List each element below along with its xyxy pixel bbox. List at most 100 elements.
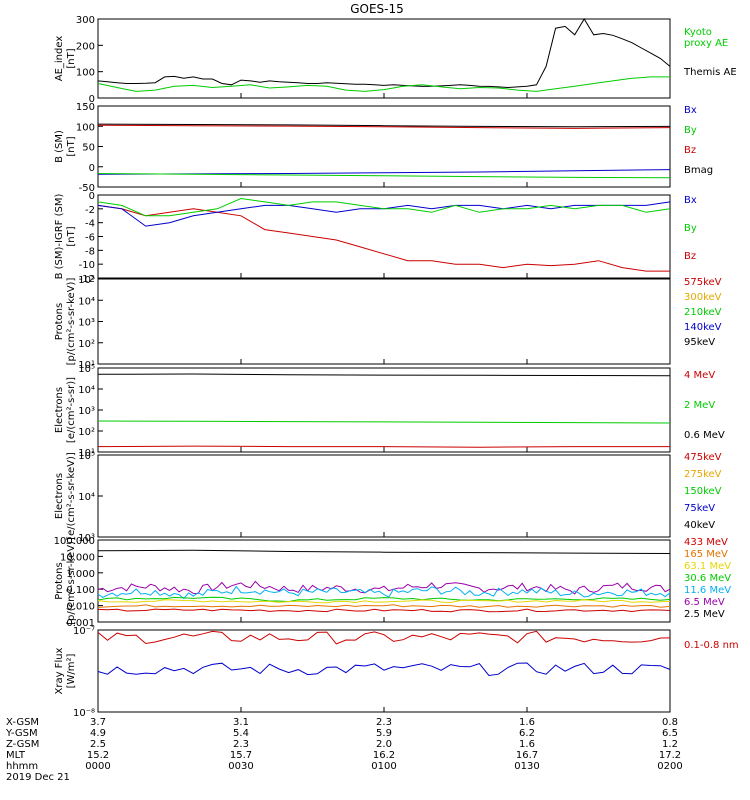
series-line [97, 549, 671, 554]
panel-8: 10⁻⁸ 10⁻⁷ Xray Flux[W/m²] 0.1-0.8 nm 0.05-0.… [54, 0, 745, 719]
legend-entry: 2.5 MeV [684, 609, 725, 620]
ephemeris-value: 0030 [228, 761, 253, 772]
series-line [97, 173, 671, 179]
panel-5: 10¹ 10² 10³ 10⁴ 10⁵ Electrons [e/(cm²-s-sr)] 4 … [54, 364, 725, 459]
ephemeris-value: 0200 [657, 761, 682, 772]
legend-entry: 6.5 MeV [684, 597, 725, 608]
y-tick-label: 10³ [78, 533, 95, 544]
series-line [97, 373, 671, 377]
series-line [97, 580, 671, 595]
panel-frame [97, 105, 671, 188]
y-axis-label: [nT] [66, 136, 77, 156]
figure-title: GOES-15 [350, 2, 404, 16]
legend-entry: Bz [684, 251, 696, 262]
y-axis-label: [W/m²] [66, 653, 77, 688]
ephemeris-label: MLT [6, 750, 26, 761]
panel-6: 10³ 10⁴ 10⁵ Electrons [e/(cm²-s-sr-keV)] 475k… [54, 451, 722, 544]
ephemeris-value: 15.7 [230, 750, 252, 761]
legend-entry: Bx [684, 105, 697, 116]
y-tick-label: 150 [76, 102, 95, 113]
ephemeris-value: 0.8 [662, 717, 678, 728]
ephemeris-value: 0100 [371, 761, 396, 772]
y-axis-label: Electrons [54, 473, 65, 519]
ephemeris-value: 3.7 [90, 717, 106, 728]
y-axis-label: [p/(cm²-s-sr-keV)] [66, 278, 77, 366]
ephemeris-value: 15.2 [87, 750, 109, 761]
y-tick-label: 10² [78, 427, 95, 438]
ephemeris-value: 16.2 [373, 750, 395, 761]
panel-7: 0.001 0.010 0.100 1.000 10.000 100.000 Protons… [54, 536, 732, 629]
y-axis-label: [nT] [66, 48, 77, 68]
legend-entry: 275keV [684, 469, 722, 480]
y-tick-label: 10⁻⁷ [73, 626, 95, 637]
legend-entry: 11.6 MeV [684, 585, 731, 596]
ephemeris-value: 4.9 [90, 728, 106, 739]
series-line [97, 604, 671, 608]
series-line [97, 197, 671, 217]
legend-entry: 165 MeV [684, 549, 728, 560]
panel-frame [97, 367, 671, 453]
y-tick-label: 100 [76, 122, 95, 133]
y-tick-label: 1.000 [66, 569, 95, 580]
ephemeris-value: 16.7 [516, 750, 538, 761]
y-axis-label: Protons [54, 562, 65, 599]
series-line [97, 420, 671, 424]
y-tick-label: 0 [89, 94, 95, 105]
legend-entry: 575keV [684, 277, 722, 288]
y-tick-label: 10⁻⁸ [73, 708, 95, 719]
y-tick-label: 10⁵ [78, 364, 95, 375]
series-line [97, 18, 671, 89]
y-tick-label: 50 [82, 143, 95, 154]
legend-entry: By [684, 125, 697, 136]
ephemeris-value: 0130 [514, 761, 539, 772]
ephemeris-value: 1.6 [519, 717, 535, 728]
ephemeris-value: 6.5 [662, 728, 678, 739]
y-tick-label: -10 [79, 260, 95, 271]
y-axis-label: Electrons [54, 387, 65, 433]
y-tick-label: 0.010 [66, 602, 95, 613]
ephemeris-label: X-GSM [6, 717, 39, 728]
series-line [97, 124, 671, 129]
y-tick-label: 100 [76, 68, 95, 79]
ephemeris-value: 0000 [85, 761, 110, 772]
legend-entry: 4 MeV [684, 370, 715, 381]
legend-entry: Themis AE [683, 67, 737, 78]
panel-frame [97, 454, 671, 538]
y-tick-label: -6 [85, 233, 95, 244]
y-tick-label: 10⁴ [78, 492, 95, 503]
legend-entry: 2 MeV [684, 400, 715, 411]
y-tick-label: 10¹ [78, 448, 95, 459]
ephemeris-value: 6.2 [519, 728, 535, 739]
y-tick-label: 10¹ [78, 360, 95, 371]
ephemeris-value: 17.2 [659, 750, 681, 761]
series-line [97, 662, 671, 677]
ephemeris-value: 5.9 [376, 728, 392, 739]
series-line [97, 630, 671, 645]
panel-4: 10¹ 10² 10³ 10⁴ 10⁵ Protons [p/(cm²-s-sr-keV)]… [54, 275, 722, 371]
y-tick-label: 10⁵ [78, 451, 95, 462]
y-tick-label: 10⁴ [78, 385, 95, 396]
legend-entry: By [684, 223, 697, 234]
panel-frame [97, 278, 671, 365]
legend-entry: 433 MeV [684, 537, 728, 548]
y-tick-label: -8 [85, 246, 95, 257]
series-line [97, 596, 671, 603]
y-tick-label: 10² [78, 339, 95, 350]
y-tick-label: -50 [79, 183, 95, 194]
y-axis-label: B (SM)-IGRF (SM) [54, 194, 65, 280]
legend-entry: Bx [684, 195, 697, 206]
legend-entry: 150keV [684, 486, 722, 497]
y-tick-label: 10³ [78, 406, 95, 417]
legend-entry: 63.1 MeV [684, 561, 731, 572]
ephemeris-value: 2.3 [376, 717, 392, 728]
y-tick-label: 300 [76, 15, 95, 26]
legend-entry: Bz [684, 145, 696, 156]
ephemeris-label: Z-GSM [6, 739, 39, 750]
legend-entry: Kyoto [684, 27, 712, 38]
y-axis-label: Protons [54, 303, 65, 340]
legend-entry: 75keV [684, 503, 715, 514]
legend-entry: 95keV [684, 337, 715, 348]
y-tick-label: 10⁴ [78, 296, 95, 307]
